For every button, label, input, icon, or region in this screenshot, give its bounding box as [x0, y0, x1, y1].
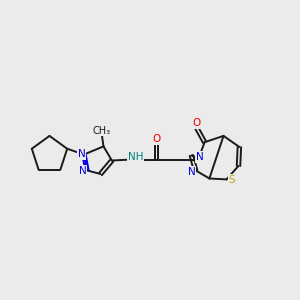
Text: S: S [229, 175, 235, 185]
Text: NH: NH [128, 152, 143, 162]
Text: N: N [78, 149, 86, 160]
Text: O: O [152, 134, 161, 144]
Text: N: N [196, 152, 204, 162]
Text: O: O [192, 118, 201, 128]
Text: N: N [79, 166, 86, 176]
Text: N: N [188, 167, 196, 177]
Text: CH₃: CH₃ [93, 125, 111, 136]
